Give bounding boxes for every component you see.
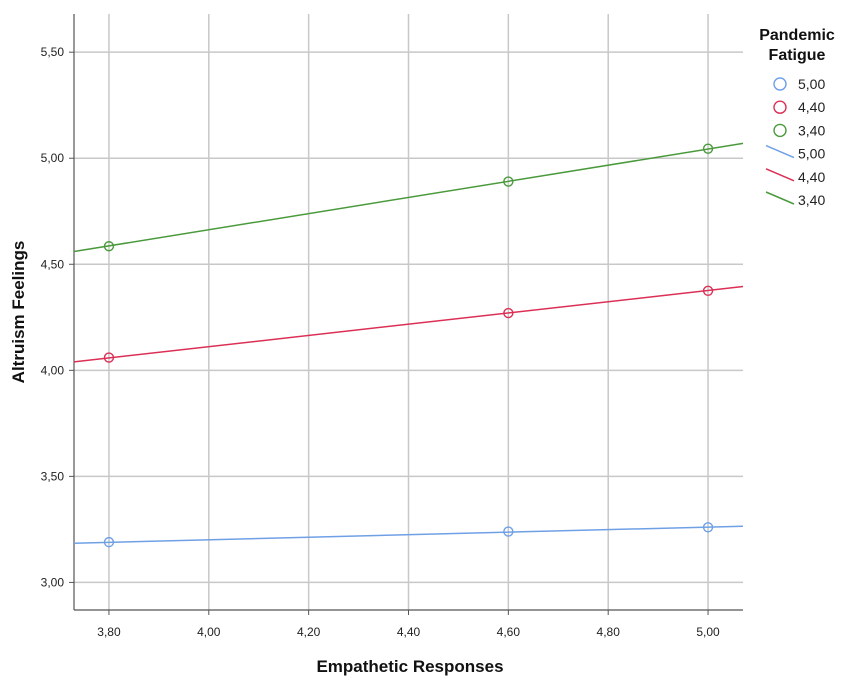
legend-line-icon [765,191,795,205]
axes [69,14,743,615]
x-tick-label: 3,80 [97,625,121,639]
x-tick-label: 4,80 [597,625,621,639]
series-3-40 [73,142,744,253]
legend-marker-entry: 4,40 [773,99,825,115]
legend: Pandemic Fatigue 5,00 4,40 3,40 5,00 4,40 3,4… [759,27,835,208]
y-axis-title: Altruism Feelings [9,241,28,384]
x-tick-label: 4,20 [297,625,321,639]
data-point [103,241,115,252]
legend-marker-entry: 5,00 [773,76,825,92]
y-tick-label: 4,50 [41,257,65,271]
fit-line [73,525,744,544]
fit-line [73,142,744,253]
y-tick-label: 3,50 [41,469,65,483]
legend-title-line2: Fatigue [769,47,826,64]
y-tick-label: 3,00 [41,575,65,589]
legend-line-entry: 3,40 [765,191,825,208]
x-tick-label: 4,40 [397,625,421,639]
legend-line-icon [765,144,795,159]
data-point [503,176,514,187]
data-point [702,143,714,154]
legend-marker-icon [773,100,787,114]
y-tick-label: 5,50 [41,45,65,59]
x-tick-label: 5,00 [696,625,720,639]
data-point [503,526,514,537]
legend-line-label: 5,00 [798,146,825,162]
x-axis-title: Empathetic Responses [316,657,503,676]
x-tick-label: 4,60 [497,625,521,639]
data-point [103,536,115,548]
series-4-40 [73,285,744,363]
grid [74,14,743,610]
y-tick-label: 4,00 [41,363,65,377]
legend-line-icon [765,168,795,182]
legend-marker-entry: 3,40 [773,122,825,138]
fit-line [73,285,744,363]
data-point [702,285,714,296]
legend-marker-icon [773,77,787,91]
legend-line-entry: 4,40 [765,168,825,185]
data-point [503,307,514,319]
legend-marker-label: 5,00 [798,76,825,92]
legend-marker-label: 4,40 [798,99,825,115]
series-5-00 [73,522,744,548]
legend-title-line1: Pandemic [759,27,835,44]
legend-line-entry: 5,00 [765,144,825,162]
legend-line-label: 3,40 [798,192,825,208]
data-point [103,352,115,363]
legend-marker-label: 3,40 [798,122,825,138]
legend-line-label: 4,40 [798,169,825,185]
y-tick-label: 5,00 [41,151,65,165]
tick-labels: 3,80 4,00 4,20 4,40 4,60 4,80 5,00 3,00 3,50 4,00… [41,45,720,639]
x-tick-label: 4,00 [197,625,221,639]
data-point [702,522,714,533]
series-layer [73,142,744,548]
legend-marker-icon [773,123,787,138]
